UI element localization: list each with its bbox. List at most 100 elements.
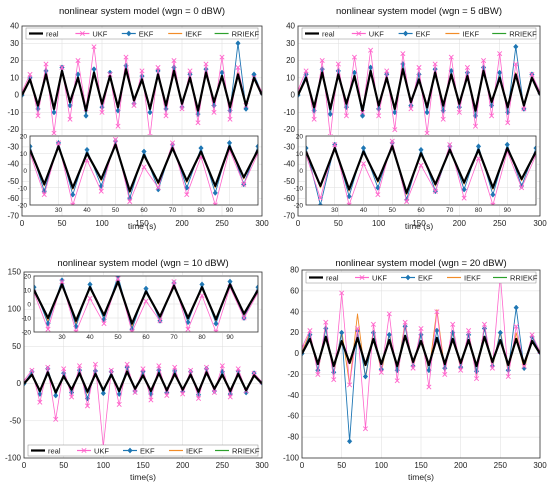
legend-label-ukf: UKF [372,273,387,282]
inset-marker-ukf [389,138,395,144]
legend-label-iekf: IEKF [464,273,481,282]
inset-marker-ukf [171,279,177,285]
inset-panel: 20 10 0 -10 -20 30 40 50 60 70 80 90 [18,134,259,214]
marker-ukf [311,116,317,122]
inset-y-tick-label: 20 [20,134,28,141]
y-tick-label: 50 [12,342,21,351]
marker-ukf [139,68,145,74]
x-axis-label: time(s) [130,472,156,482]
x-tick-label: 150 [135,219,149,228]
x-tick-label: 50 [337,461,346,470]
inset-axes-frame [33,275,259,333]
chart-panel-1: nonlinear system model (wgn = 0 dBW) 40 30… [7,6,269,231]
marker-ukf [472,123,478,129]
marker-ukf [53,416,59,422]
inset-marker-ekf [533,145,536,152]
inset-x-tick-label: 30 [55,207,63,214]
inset-marker-ekf [34,284,37,291]
y-tick-label: -70 [7,212,19,221]
inset-marker-ukf [127,199,133,205]
marker-ukf [61,366,67,372]
marker-ekf [243,389,249,396]
inset-marker-ekf [317,202,324,205]
inset-x-tick-label: 60 [417,207,425,214]
y-tick-label: 100 [8,305,22,314]
marker-ukf [195,120,201,126]
y-tick-label: 20 [10,56,19,65]
y-tick-label: 80 [290,266,299,275]
chart-title: nonlinear system model (wgn = 0 dBW) [59,6,225,17]
marker-ukf [424,130,430,136]
inset-marker-ekf [346,193,352,200]
chart-panel-3: nonlinear system model (wgn = 10 dBW) 150… [5,258,269,482]
legend-marker-ukf [81,447,87,454]
series-group [22,40,262,140]
inset-y-tick-label: -20 [22,330,32,337]
inset-y-tick-label: 0 [27,302,31,309]
x-tick-label: 300 [255,461,269,470]
y-tick-label: -10 [7,108,19,117]
marker-ekf [346,438,353,445]
legend-label-iekf: IEKF [185,29,202,38]
legend-marker-ekf [402,30,409,37]
inset-marker-ukf [101,321,107,327]
x-tick-label: 200 [175,219,189,228]
marker-ekf [51,109,57,116]
y-tick-label: 10 [10,73,19,82]
marker-ukf [51,130,57,136]
marker-ukf [132,390,138,396]
legend-marker-ukf [79,30,85,37]
marker-ukf [370,321,376,327]
marker-ukf [448,54,454,60]
inset-marker-ukf [143,298,149,304]
axes-frame [297,25,541,217]
inset-y-tick-label: 10 [24,288,32,295]
x-tick-label: 250 [494,461,508,470]
marker-ukf [155,64,161,70]
marker-ukf [116,401,122,407]
marker-ekf [235,40,241,47]
y-tick-label: 60 [290,286,299,295]
y-tick-label: 40 [286,22,295,31]
marker-ukf [513,323,519,329]
legend-box [27,444,259,457]
x-tick-label: 0 [296,219,301,228]
marker-ukf [45,364,51,370]
y-tick-label: -100 [283,454,300,463]
inset-marker-ekf [30,143,33,150]
marker-ekf [37,391,43,397]
inset-marker-ukf [241,181,247,187]
marker-ekf [497,329,503,336]
legend-label-real: real [322,29,335,38]
inset-y-tick-label: 20 [24,274,32,281]
legend-box [25,27,259,40]
marker-ukf [331,377,337,383]
inset-marker-ukf [447,142,453,148]
marker-ukf [235,64,241,70]
legend-label-rriekf: RRIEKF [232,29,260,38]
marker-ukf [400,51,406,57]
marker-ukf [408,106,414,112]
inset-marker-ukf [87,295,93,301]
inset-x-tick-label: 90 [226,207,234,214]
marker-ukf [466,328,472,334]
marker-ukf [180,391,186,397]
inset-x-tick-label: 50 [112,207,120,214]
inset-marker-ukf [169,140,176,146]
y-tick-label: 30 [286,39,295,48]
marker-ukf [124,361,130,367]
inset-marker-ukf [73,329,79,332]
marker-ukf [27,71,33,77]
inset-marker-ukf [519,185,525,191]
y-tick-label: 150 [8,268,22,277]
inset-y-tick-label: 10 [296,151,304,158]
y-tick-label: -100 [5,454,22,463]
legend-label-real: real [46,29,59,38]
chart-title: nonlinear system model (wgn = 5 dBW) [336,6,502,17]
inset-marker-ukf [418,162,424,168]
axes-frame [301,269,541,459]
marker-ukf [464,64,470,70]
marker-ukf [432,61,438,67]
chart-panel-4: nonlinear system model (wgn = 20 dBW) 80 6… [283,258,547,482]
y-tick-label: -40 [7,160,19,169]
